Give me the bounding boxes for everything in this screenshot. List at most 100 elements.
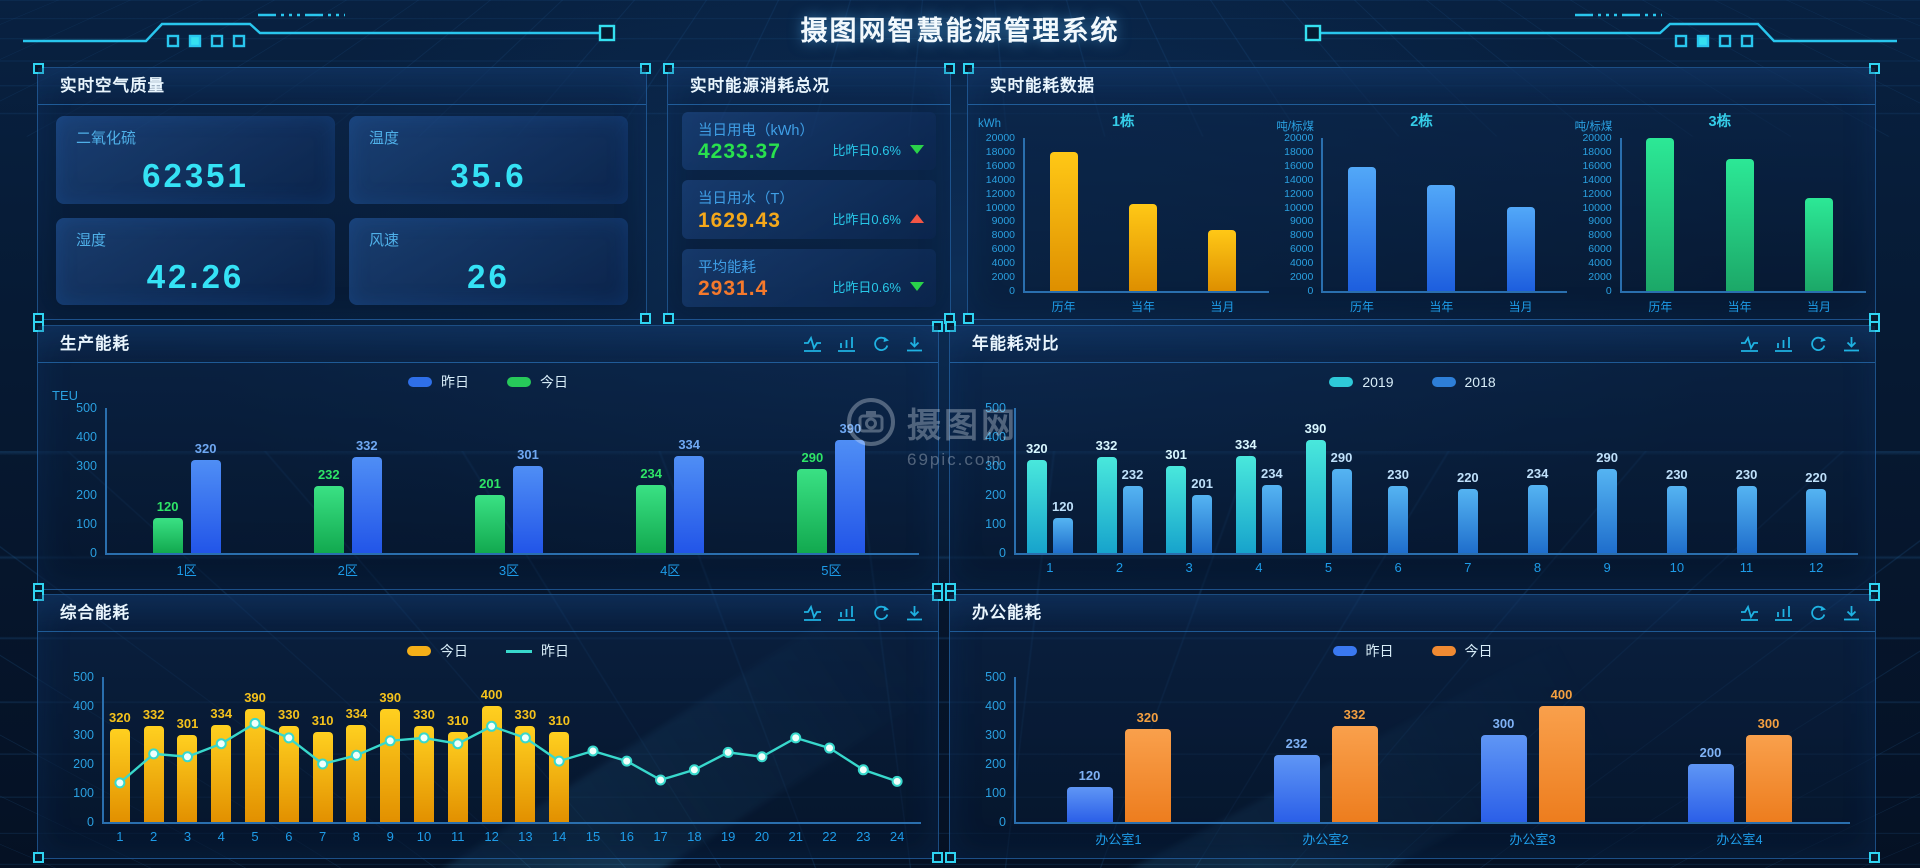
- panel-title: 实时能源消耗总况: [690, 77, 830, 95]
- bar: [1208, 229, 1237, 291]
- chart-building-3: 吨/标煤 3栋 20000 18000 16000 14000 12000 10000 9000…: [1571, 108, 1869, 315]
- y-tick-label: 18000: [985, 145, 1015, 158]
- stat-card-temperature: 温度 35.6: [349, 116, 628, 204]
- legend-swatch: [1329, 377, 1354, 387]
- bar: [312, 732, 333, 822]
- line-marker: [452, 738, 464, 750]
- bar-chart-icon[interactable]: [837, 335, 856, 352]
- bar-value-label: 332: [355, 437, 378, 453]
- legend-item[interactable]: 今日: [507, 372, 568, 392]
- legend-item[interactable]: 昨日: [1332, 641, 1394, 661]
- x-tick-label: 办公室3: [1509, 832, 1556, 847]
- y-tick-label: 20000: [1284, 132, 1314, 144]
- legend-item[interactable]: 昨日: [506, 641, 569, 661]
- summary-row-average: 平均能耗 2931.4 比昨日0.6%: [682, 248, 936, 307]
- line-marker: [756, 751, 768, 763]
- x-tick-label: 2: [1115, 560, 1124, 575]
- download-icon[interactable]: [905, 335, 924, 352]
- line-chart-icon[interactable]: [1740, 604, 1759, 621]
- x-tick-label: 6: [285, 829, 293, 844]
- corner-decoration: [663, 63, 674, 74]
- bar-value-label: 332: [1343, 706, 1366, 722]
- legend-item[interactable]: 今日: [1431, 641, 1493, 661]
- bar-chart-icon[interactable]: [837, 604, 856, 621]
- legend-item[interactable]: 2018: [1431, 374, 1496, 390]
- x-axis: [1619, 291, 1866, 293]
- bar: [1096, 456, 1117, 553]
- x-tick-label: 当年: [1130, 300, 1155, 314]
- summary-value: 4233.37: [698, 140, 781, 164]
- panel-energy-summary: 实时能源消耗总况 当日用电（kWh） 4233.37 比昨日0.6% 当日用水（…: [663, 63, 955, 324]
- refresh-icon[interactable]: [1808, 604, 1827, 621]
- bar: [1166, 465, 1187, 553]
- corner-decoration: [944, 63, 955, 74]
- y-tick-label: 12000: [1582, 187, 1612, 200]
- bar-chart-icon[interactable]: [1774, 604, 1793, 621]
- bar: [1806, 489, 1827, 553]
- line-chart-icon[interactable]: [803, 335, 822, 352]
- x-tick-label: 4: [217, 829, 225, 844]
- x-axis: [1023, 291, 1269, 293]
- y-tick-label: 300: [985, 728, 1006, 742]
- download-icon[interactable]: [1842, 335, 1861, 352]
- legend-label: 2018: [1464, 374, 1496, 390]
- summary-label: 当日用水（T）: [698, 191, 794, 208]
- refresh-icon[interactable]: [871, 335, 890, 352]
- corner-decoration: [33, 852, 44, 863]
- corner-decoration: [963, 63, 974, 74]
- bar: [1736, 486, 1757, 553]
- line-chart-icon[interactable]: [1740, 335, 1759, 352]
- chart-comprehensive: 500 400 300 200 100 0 1 2 3 4 5 6 7 8 9 10 11 12 13 14 15 16 1…: [48, 637, 928, 850]
- corner-decoration: [1869, 590, 1880, 601]
- x-tick-label: 7: [319, 829, 327, 844]
- panel-realtime-energy: 实时能耗数据 kWh 1栋 20000 18000 16000 14000 12000 100…: [963, 63, 1880, 324]
- chart-toolbar: [803, 604, 924, 621]
- x-tick-label: 历年: [1648, 300, 1673, 314]
- corner-decoration: [640, 313, 651, 324]
- bar: [1273, 754, 1320, 822]
- download-icon[interactable]: [905, 604, 924, 621]
- refresh-icon[interactable]: [1808, 335, 1827, 352]
- legend-label: 昨日: [1365, 643, 1394, 659]
- compare-text: 比昨日0.6%: [832, 143, 901, 159]
- y-tick-label: 14000: [985, 173, 1015, 186]
- bar-chart-icon[interactable]: [1774, 335, 1793, 352]
- legend-swatch: [1332, 646, 1357, 656]
- legend-item[interactable]: 2019: [1329, 374, 1394, 390]
- line-chart-icon[interactable]: [803, 604, 822, 621]
- y-tick-label: 0: [1009, 285, 1015, 297]
- y-tick-label: 12000: [1284, 187, 1314, 200]
- y-tick-label: 0: [90, 546, 97, 560]
- bar-value-label: 220: [1805, 470, 1827, 486]
- legend-item[interactable]: 昨日: [408, 372, 469, 392]
- line-series: [114, 717, 903, 789]
- bar-value-label: 230: [1665, 467, 1688, 483]
- chart-legend: 昨日 今日: [960, 639, 1865, 663]
- corner-decoration: [945, 321, 956, 332]
- line-marker: [587, 745, 599, 757]
- legend-item[interactable]: 今日: [407, 641, 468, 661]
- y-axis: [1321, 138, 1324, 291]
- y-tick-label: 300: [985, 459, 1006, 473]
- x-tick-label: 16: [619, 829, 634, 844]
- bar-value-label: 220: [1456, 470, 1479, 486]
- bar: [351, 456, 382, 553]
- bar-value-label: 400: [1550, 687, 1573, 702]
- chart-building-1: kWh 1栋 20000 18000 16000 14000 12000 10000 9000 8…: [974, 108, 1272, 315]
- bar-value-label: 230: [1735, 467, 1758, 483]
- download-icon[interactable]: [1842, 604, 1861, 621]
- trend-arrow-icon: [910, 281, 924, 291]
- stat-label: 湿度: [76, 231, 107, 249]
- y-tick-label: 18000: [1582, 145, 1612, 158]
- x-tick-label: 当月: [1806, 300, 1831, 314]
- y-tick-label: 200: [985, 488, 1006, 502]
- line-marker: [519, 732, 531, 744]
- corner-decoration: [932, 321, 943, 332]
- refresh-icon[interactable]: [871, 604, 890, 621]
- summary-compare: 比昨日0.6%: [832, 140, 924, 159]
- bar: [515, 726, 536, 822]
- y-tick-label: 500: [73, 670, 94, 684]
- x-tick-label: 4: [1255, 560, 1263, 575]
- chart-building-2: 吨/标煤 2栋 20000 18000 16000 14000 12000 10000 9000…: [1272, 108, 1570, 315]
